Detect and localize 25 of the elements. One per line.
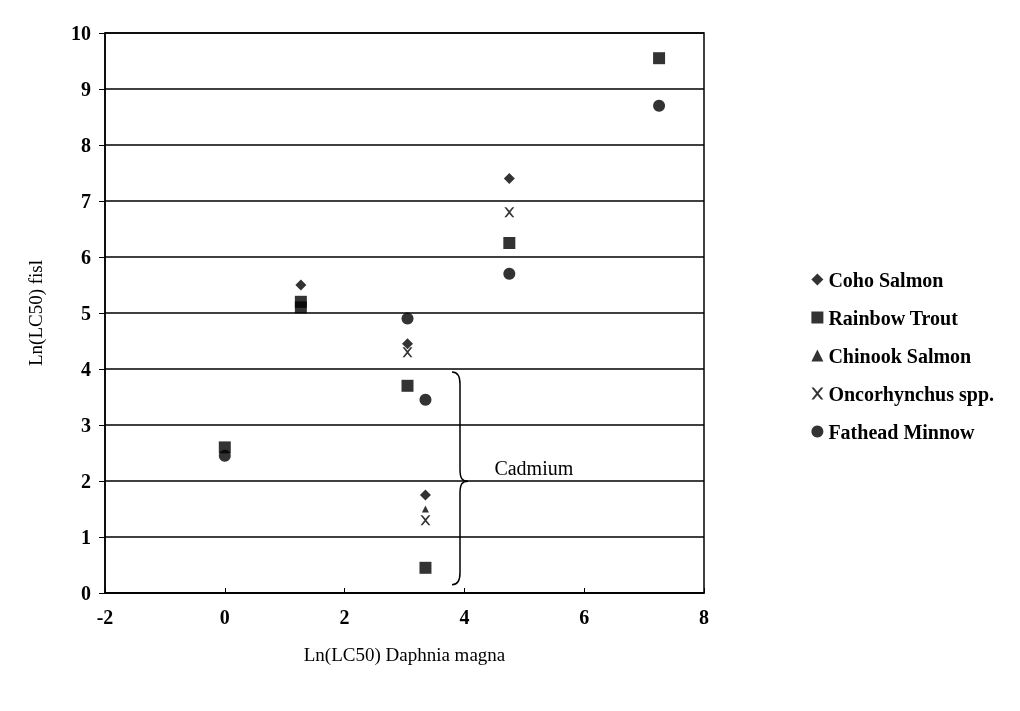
x-tick-label: 6 <box>579 606 590 628</box>
y-tick-label: 0 <box>81 582 91 604</box>
x-tick-label: 0 <box>219 606 230 628</box>
annotation: Cadmium <box>494 457 574 479</box>
y-axis-title: Ln(LC50) fisl <box>25 259 47 367</box>
legend-label: Rainbow Trout <box>828 306 959 329</box>
x-tick-label: 4 <box>459 606 470 628</box>
y-tick-label: 2 <box>81 470 91 492</box>
y-tick-label: 10 <box>71 22 91 44</box>
y-tick-label: 3 <box>81 414 91 436</box>
y-tick-label: 7 <box>81 190 91 212</box>
x-tick-label: -2 <box>96 606 114 628</box>
legend-label: Chinook Salmon <box>828 344 972 367</box>
x-axis-title: Ln(LC50) Daphnia magna <box>303 644 506 666</box>
x-tick-label: 8 <box>699 606 709 628</box>
y-tick-label: 5 <box>81 302 91 324</box>
y-tick-label: 1 <box>81 526 91 548</box>
x-tick-label: 2 <box>339 606 350 628</box>
y-tick-label: 6 <box>81 246 91 268</box>
y-tick-label: 4 <box>81 358 91 380</box>
legend-label: Coho Salmon <box>828 268 944 291</box>
y-tick-label: 8 <box>81 134 91 156</box>
legend-label: Fathead Minnow <box>828 420 976 443</box>
y-tick-label: 9 <box>81 78 91 100</box>
legend-label: Oncorhynchus spp. <box>828 382 995 406</box>
